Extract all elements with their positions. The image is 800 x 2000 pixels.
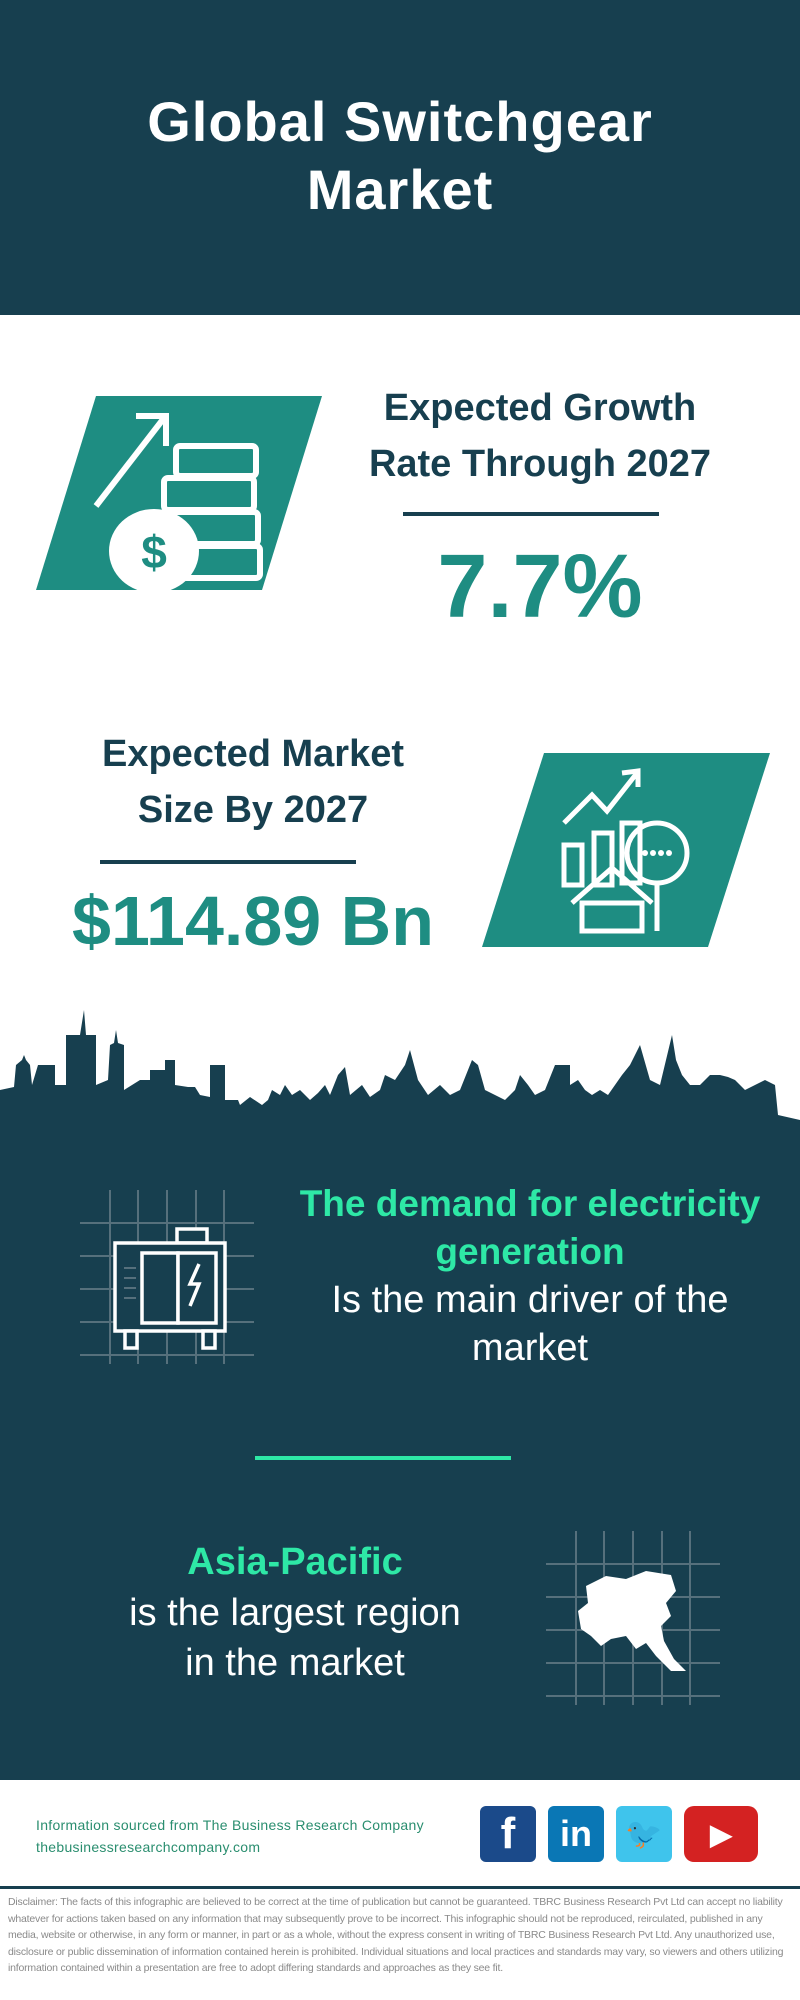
linkedin-icon[interactable]: in [548,1806,604,1862]
footer-divider [0,1886,800,1889]
disclaimer: Disclaimer: The facts of this infographi… [8,1896,784,1975]
region-text-line-1: is the largest region [129,1592,461,1634]
city-skyline-illustration [0,1010,800,1130]
growth-rate-value: 7.7% [437,537,643,637]
insights-panel [0,1125,800,1780]
page-title: Global Switchgear Market [0,88,800,224]
market-size-heading-line-1: Expected Market [101,733,404,775]
title-line-2: Market [306,158,494,221]
growth-heading: Expected Growth Rate Through 2027 [330,380,750,492]
twitter-icon[interactable]: 🐦 [616,1806,672,1862]
region-highlight: Asia-Pacific [187,1541,403,1583]
title-line-1: Global Switchgear [147,90,653,153]
asia-map-icon [546,1531,720,1705]
money-growth-icon: $ [36,396,322,590]
region-text: Asia-Pacific is the largest region in th… [60,1536,530,1688]
growth-heading-line-1: Expected Growth [383,387,697,429]
divider [403,512,659,516]
divider [100,860,356,864]
divider [255,1456,511,1460]
source-text: Information sourced from The Business Re… [36,1817,424,1833]
market-size-heading: Expected Market Size By 2027 [40,726,466,838]
growth-heading-line-2: Rate Through 2027 [368,443,712,485]
driver-text: The demand for electricity generation Is… [270,1180,790,1372]
svg-text:$: $ [141,526,167,578]
driver-highlight-line-2: generation [435,1231,625,1272]
website-link[interactable]: thebusinessresearchcompany.com [36,1839,261,1855]
generator-icon [80,1190,254,1364]
facebook-icon[interactable]: f [480,1806,536,1862]
header-banner [0,0,800,315]
market-analysis-icon [482,753,770,947]
driver-text-line-2: market [471,1327,589,1369]
source-info: Information sourced from The Business Re… [36,1814,424,1858]
driver-highlight-line-1: The demand for electricity [299,1183,761,1224]
market-size-heading-line-2: Size By 2027 [137,789,369,831]
region-text-line-2: in the market [185,1642,405,1684]
social-links: f in 🐦 ▶ [480,1806,758,1862]
youtube-icon[interactable]: ▶ [684,1806,758,1862]
driver-text-line-1: Is the main driver of the [331,1279,729,1321]
market-size-value: $114.89 Bn [72,882,434,960]
